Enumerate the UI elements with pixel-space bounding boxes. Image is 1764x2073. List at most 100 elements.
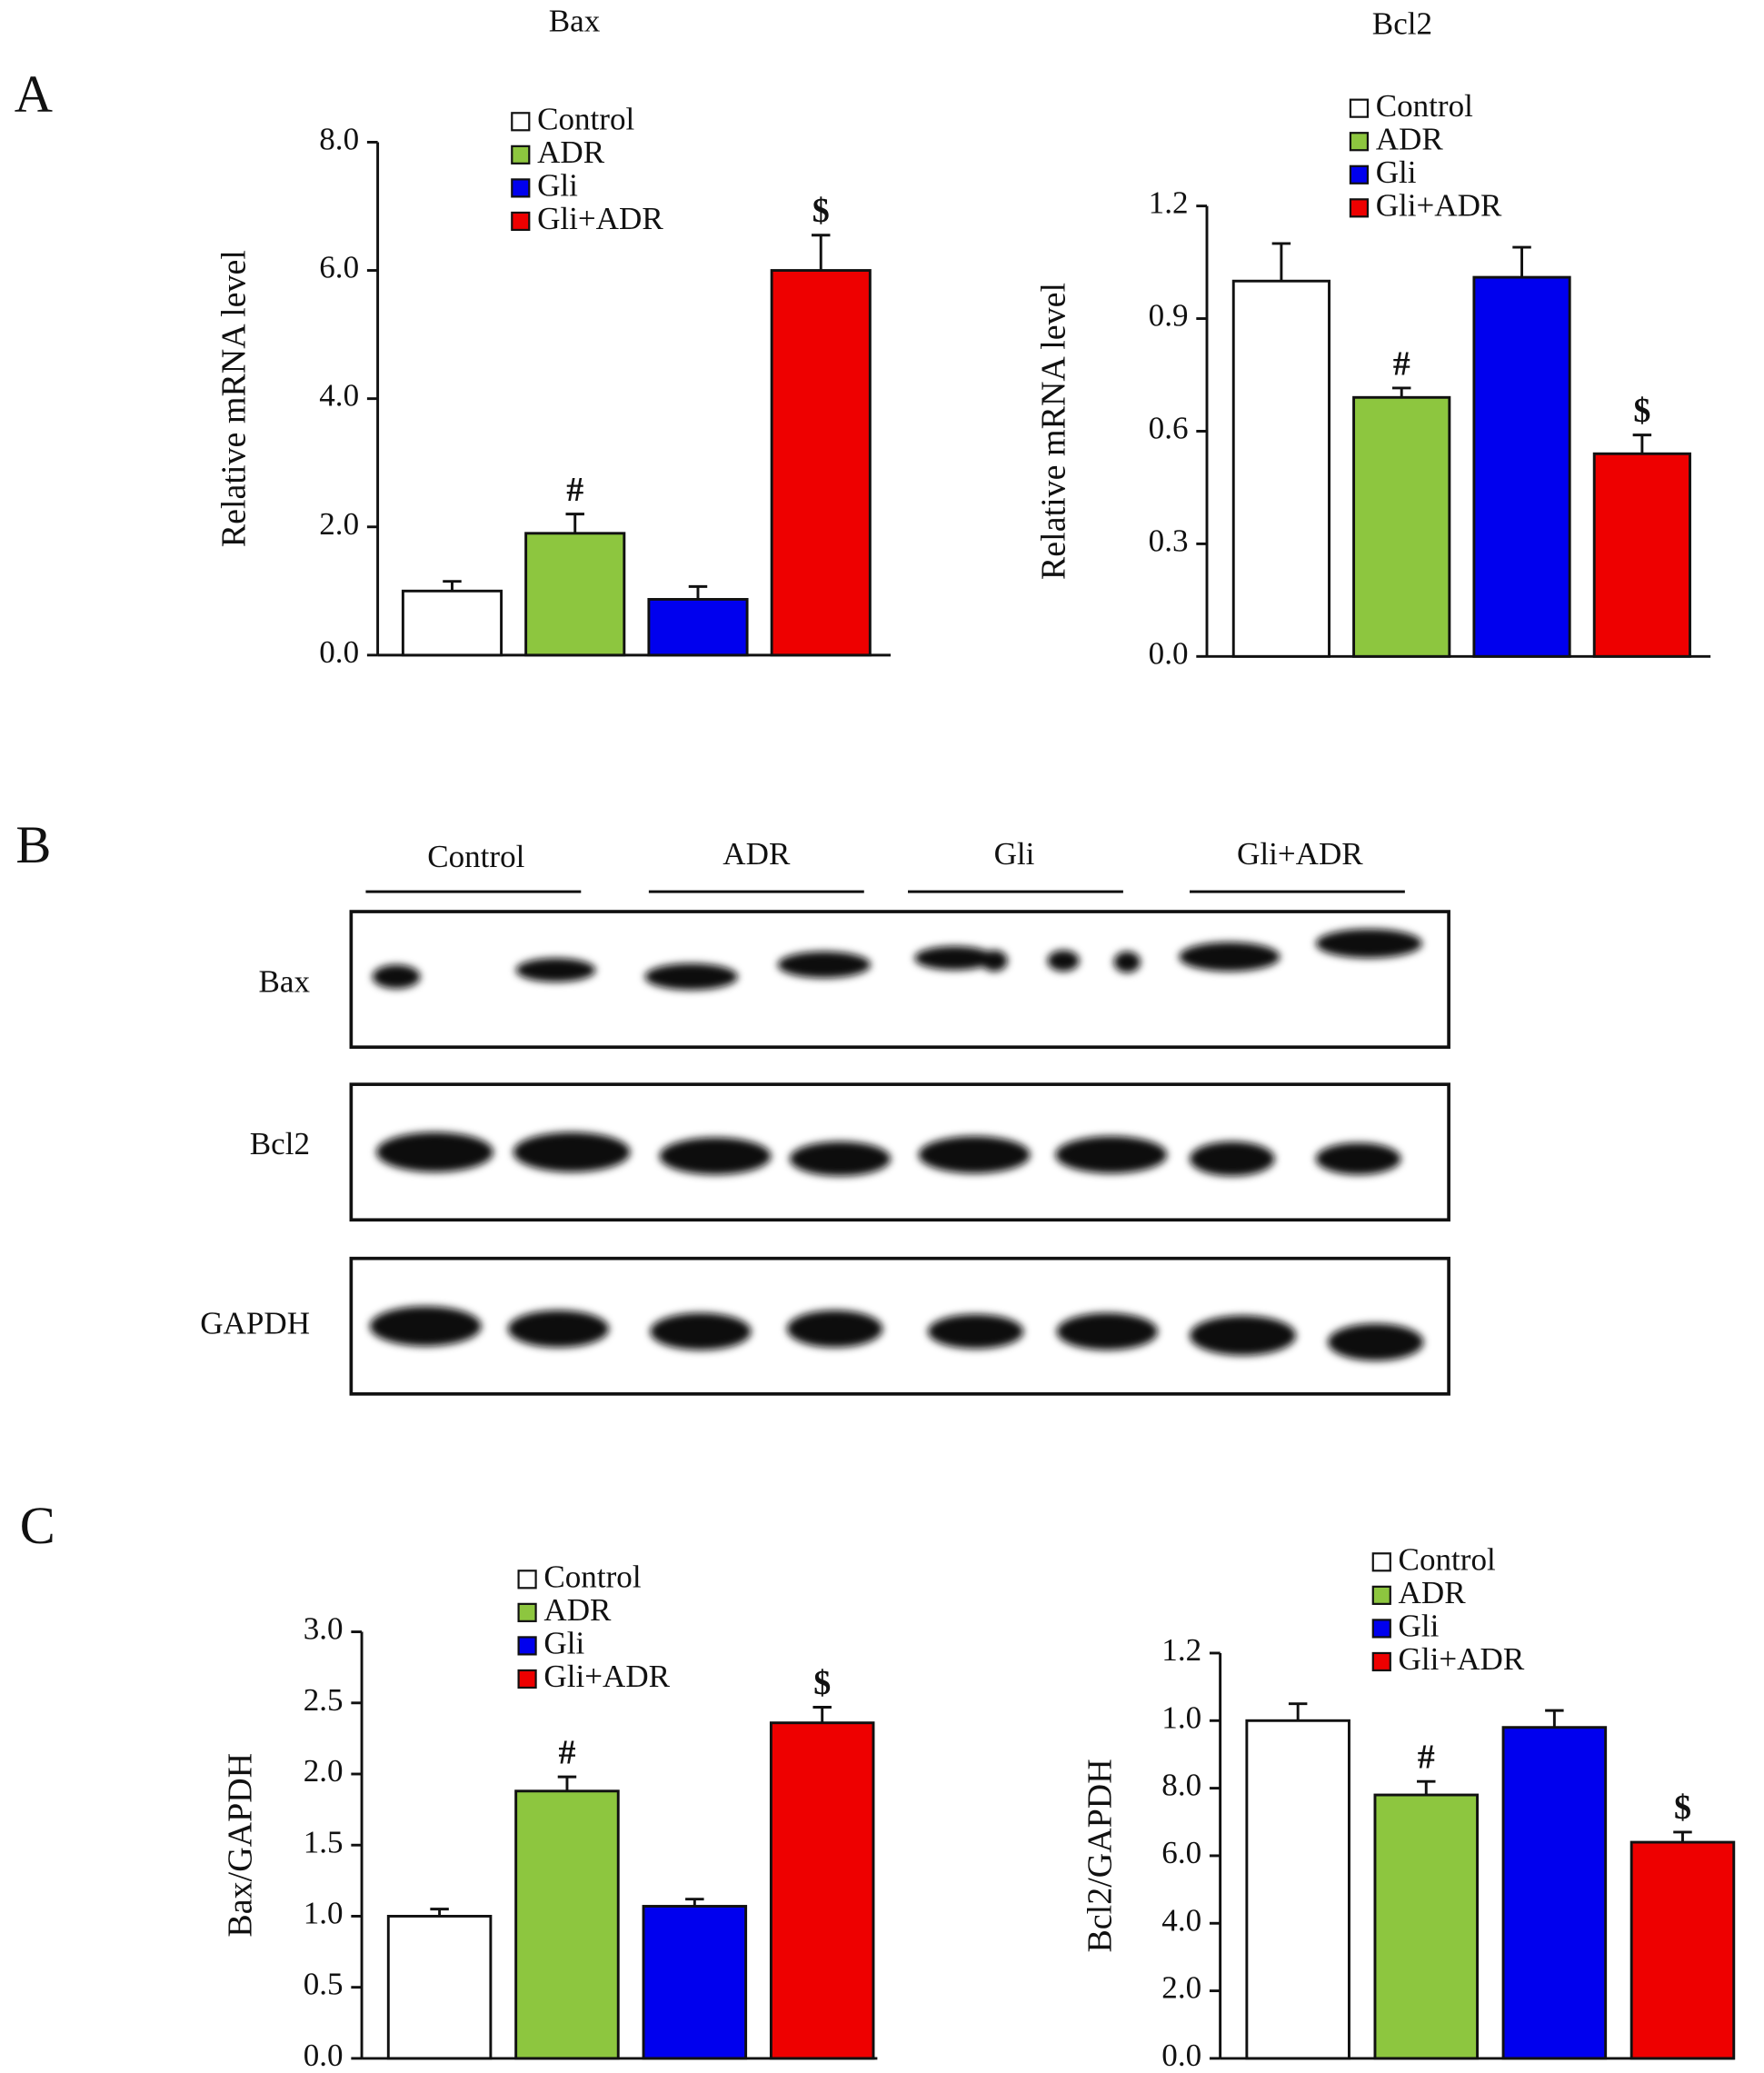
significance-marker: #: [558, 1733, 575, 1771]
significance-marker: #: [1418, 1738, 1435, 1776]
y-axis-label: Relative mRNA level: [1034, 283, 1072, 580]
chart-title: Bax: [549, 3, 601, 38]
group-label: ADR: [723, 836, 791, 872]
y-tick-label: 3.0: [304, 1611, 344, 1647]
legend-swatch: [1371, 1552, 1391, 1572]
y-tick-label: 6.0: [1161, 1835, 1201, 1870]
legend-swatch: [1349, 98, 1370, 118]
y-tick-label: 0.0: [319, 634, 359, 670]
bar: [647, 598, 749, 657]
legend-label: Control: [537, 102, 634, 137]
panel-label: A: [15, 65, 53, 124]
y-axis-label: Relative mRNA level: [214, 250, 253, 547]
y-tick-label: 1.2: [1149, 185, 1189, 221]
y-tick-label: 1.2: [1161, 1632, 1201, 1668]
bar: [1352, 395, 1451, 658]
legend-swatch: [517, 1669, 537, 1689]
row-label: Bax: [259, 964, 311, 1000]
legend-swatch: [1371, 1651, 1391, 1672]
y-tick-label: 0.6: [1149, 411, 1189, 446]
group-label: Control: [427, 839, 524, 874]
bar: [1245, 1719, 1350, 2060]
legend-swatch: [511, 145, 531, 164]
legend-label: Control: [543, 1560, 641, 1595]
bands: [369, 929, 1424, 1361]
legend-swatch: [511, 112, 531, 132]
legend-label: Control: [1399, 1542, 1496, 1578]
significance-marker: $: [813, 1664, 831, 1702]
significance-marker: $: [812, 192, 830, 230]
y-tick-label: 0.0: [1161, 2038, 1201, 2073]
y-tick-label: 4.0: [319, 378, 359, 414]
y-axis-label: Bcl2/GAPDH: [1081, 1759, 1120, 1952]
row-label: GAPDH: [200, 1305, 310, 1340]
legend-swatch: [1349, 132, 1370, 152]
bar: [401, 589, 503, 657]
bar: [1373, 1793, 1480, 2060]
bar: [1629, 1840, 1736, 2060]
legend-swatch: [517, 1602, 537, 1622]
legend-swatch: [1371, 1619, 1391, 1639]
bar: [514, 1789, 620, 2060]
legend-label: ADR: [1376, 122, 1444, 157]
y-tick-label: 0.5: [304, 1967, 344, 2002]
bar: [1472, 275, 1571, 658]
y-tick-label: 8.0: [319, 122, 359, 157]
group-label: Gli+ADR: [1237, 836, 1363, 872]
bar: [769, 1721, 875, 2060]
bar: [1501, 1726, 1608, 2060]
y-tick-label: 2.0: [304, 1753, 344, 1789]
legend-label: Gli+ADR: [543, 1659, 670, 1694]
legend-label: ADR: [1399, 1575, 1467, 1610]
legend-swatch: [511, 211, 531, 232]
blot-frame: [349, 910, 1450, 1050]
legend-swatch: [1371, 1585, 1391, 1605]
y-tick-label: 6.0: [319, 250, 359, 285]
panel-label: C: [20, 1496, 55, 1555]
legend-label: Gli+ADR: [1376, 188, 1502, 224]
significance-marker: $: [1633, 392, 1650, 430]
legend-label: ADR: [543, 1592, 612, 1628]
y-tick-label: 2.5: [304, 1682, 344, 1718]
significance-marker: $: [1674, 1789, 1691, 1827]
row-label: Bcl2: [250, 1126, 310, 1161]
western-blot: Control ADR Gli Gli+ADR Bax Bcl2 GAPDH: [200, 836, 1450, 1396]
bar: [524, 532, 626, 657]
significance-marker: #: [566, 471, 583, 509]
bar: [1592, 452, 1691, 658]
bar: [642, 1905, 748, 2060]
y-tick-label: 4.0: [1161, 1902, 1201, 1938]
legend-swatch: [511, 178, 531, 198]
legend-label: Gli+ADR: [537, 201, 663, 236]
y-tick-label: 1.0: [304, 1896, 344, 1931]
y-tick-label: 0.3: [1149, 523, 1189, 558]
y-tick-label: 2.0: [1161, 1970, 1201, 2006]
legend-swatch: [1349, 198, 1370, 218]
chart-title: Bcl2: [1372, 5, 1432, 41]
y-tick-label: 8.0: [1161, 1768, 1201, 1803]
group-label: Gli: [994, 836, 1035, 872]
legend-label: ADR: [537, 135, 605, 170]
legend-label: Gli: [543, 1626, 584, 1661]
legend-label: Gli+ADR: [1399, 1641, 1525, 1677]
bar: [386, 1915, 493, 2060]
y-tick-label: 1.0: [1161, 1699, 1201, 1735]
y-tick-label: 0.0: [1149, 635, 1189, 671]
legend-label: Control: [1376, 88, 1473, 124]
bar: [1231, 279, 1330, 658]
panel-label: B: [15, 815, 51, 874]
significance-marker: #: [1393, 344, 1410, 383]
y-axis-label: Bax/GAPDH: [222, 1753, 260, 1938]
legend-label: Gli: [1399, 1609, 1440, 1644]
legend-swatch: [1349, 164, 1370, 184]
legend-swatch: [517, 1636, 537, 1656]
y-tick-label: 1.5: [304, 1824, 344, 1859]
legend-label: Gli: [1376, 154, 1417, 190]
legend-label: Gli: [537, 168, 578, 204]
y-tick-label: 2.0: [319, 506, 359, 542]
y-tick-label: 0.9: [1149, 298, 1189, 334]
bar: [770, 269, 872, 657]
y-tick-label: 0.0: [304, 2038, 344, 2073]
